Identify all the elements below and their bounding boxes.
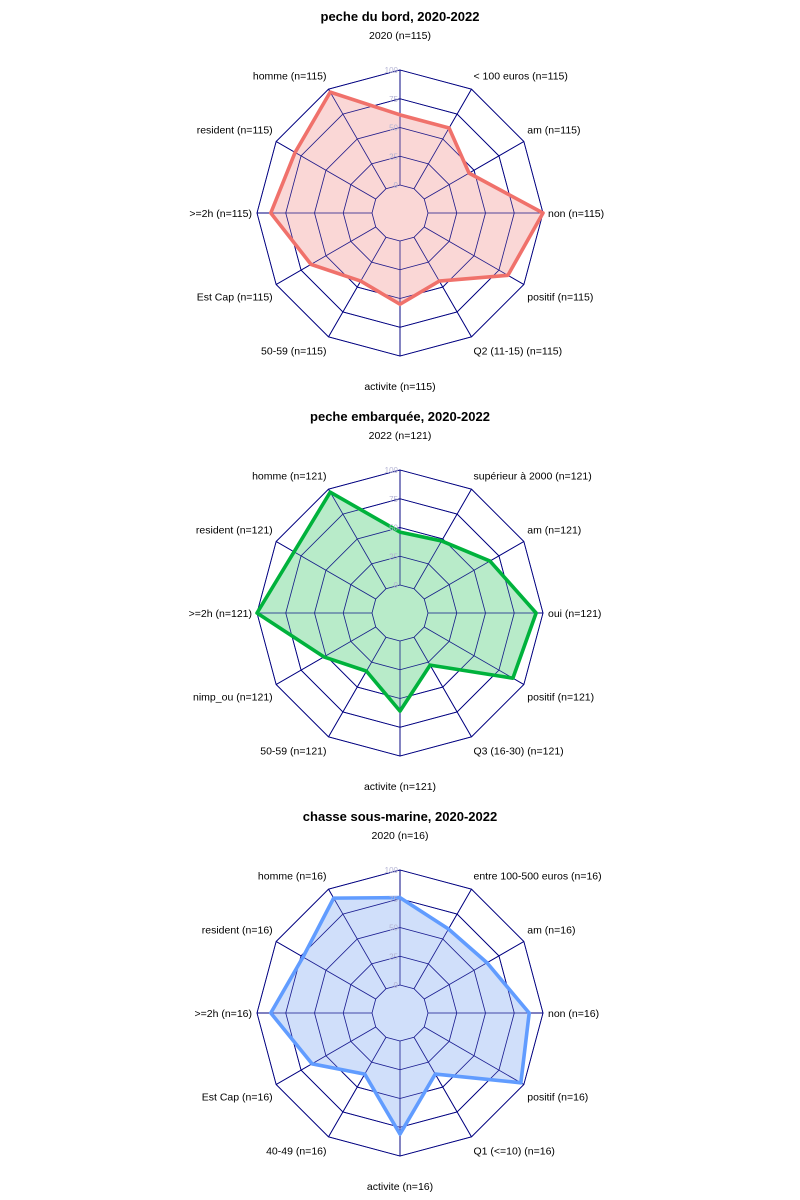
- grid-spoke-overlay: [424, 141, 525, 200]
- axis-label: positif (n=115): [527, 292, 593, 304]
- tick-label: 50: [389, 524, 398, 533]
- axis-label: Q3 (16-30) (n=121): [474, 745, 564, 757]
- tick-label: 0: [394, 981, 399, 990]
- axis-label: resident (n=16): [202, 925, 273, 937]
- axis-label: Est Cap (n=16): [202, 1092, 273, 1104]
- tick-label: 100: [385, 66, 399, 75]
- axis-label: non (n=115): [548, 208, 604, 220]
- axis-label: >=2h (n=115): [189, 208, 252, 220]
- axis-label: entre 100-500 euros (n=16): [474, 871, 602, 883]
- grid-spoke-overlay: [413, 488, 472, 589]
- grid-spoke-overlay: [328, 488, 387, 589]
- chart-title: peche embarquée, 2020-2022: [310, 409, 490, 424]
- grid-spoke-overlay: [275, 1026, 376, 1085]
- grid-spoke-overlay: [328, 1037, 387, 1138]
- tick-label: 0: [394, 581, 399, 590]
- tick-label: 75: [389, 895, 398, 904]
- tick-label: 50: [389, 124, 398, 133]
- grid-spoke-overlay: [413, 637, 472, 738]
- chart-title: peche du bord, 2020-2022: [321, 9, 480, 24]
- axis-label: >=2h (n=16): [194, 1008, 252, 1020]
- grid-spoke-overlay: [328, 237, 387, 338]
- axis-label: positif (n=16): [527, 1092, 588, 1104]
- grid-spoke-overlay: [424, 626, 525, 685]
- series-area: [270, 897, 530, 1135]
- grid-spoke-overlay: [413, 237, 472, 338]
- tick-label: 75: [389, 495, 398, 504]
- tick-label: 25: [389, 552, 398, 561]
- grid-spoke-overlay: [424, 541, 525, 600]
- series-line: [268, 90, 545, 307]
- radar-chart-3: chasse sous-marine, 2020-2022 0 25 50 75 100 2…: [194, 809, 602, 1193]
- grid-spoke-overlay: [328, 637, 387, 738]
- axis-label: homme (n=115): [253, 71, 327, 83]
- tick-label: 100: [385, 466, 399, 475]
- axis-label: 50-59 (n=121): [260, 745, 326, 757]
- axis-label: positif (n=121): [527, 692, 594, 704]
- axis-label: non (n=16): [548, 1008, 599, 1020]
- radar-panel-1: peche du bord, 2020-2022 0 25 50 75 100 2020 (…: [0, 0, 800, 400]
- axis-label: nimp_ou (n=121): [193, 692, 273, 704]
- tick-label: 100: [385, 866, 399, 875]
- axis-label: am (n=121): [527, 525, 581, 537]
- axis-label: homme (n=16): [258, 871, 327, 883]
- tick-label: 75: [389, 95, 398, 104]
- tick-label: 25: [389, 952, 398, 961]
- grid-spoke-overlay: [413, 88, 472, 189]
- axis-label: activite (n=115): [364, 381, 435, 393]
- axis-label: oui (n=121): [548, 608, 601, 620]
- axis-label: 2020 (n=115): [369, 30, 431, 42]
- axis-label: 2022 (n=121): [369, 430, 432, 442]
- axis-label: am (n=115): [527, 125, 580, 137]
- radar-chart-2: peche embarquée, 2020-2022 0 25 50 75 100 2022…: [189, 409, 602, 793]
- radar-panel-3: chasse sous-marine, 2020-2022 0 25 50 75 100 2…: [0, 800, 800, 1200]
- axis-label: activite (n=16): [367, 1181, 433, 1193]
- axis-label: Est Cap (n=115): [197, 292, 273, 304]
- tick-label: 25: [389, 152, 398, 161]
- axis-label: Q1 (<=10) (n=16): [474, 1145, 555, 1157]
- axis-label: resident (n=115): [197, 125, 273, 137]
- radar-chart-1: peche du bord, 2020-2022 0 25 50 75 100 2020 (…: [189, 9, 604, 393]
- grid-spoke-overlay: [328, 888, 387, 989]
- radar-panel-2: peche embarquée, 2020-2022 0 25 50 75 100 2022…: [0, 400, 800, 800]
- axis-label: 40-49 (n=16): [266, 1145, 326, 1157]
- tick-label: 50: [389, 924, 398, 933]
- grid-spoke-overlay: [275, 941, 376, 1000]
- axis-label: 50-59 (n=115): [261, 345, 326, 357]
- grid-spoke-overlay: [275, 141, 376, 200]
- axis-label: homme (n=121): [252, 471, 326, 483]
- radar-grid-overlay: [256, 69, 544, 357]
- grid-spoke-overlay: [328, 88, 387, 189]
- chart-title: chasse sous-marine, 2020-2022: [303, 809, 497, 824]
- axis-label: < 100 euros (n=115): [474, 71, 568, 83]
- series-line: [268, 895, 532, 1136]
- axis-label: Q2 (11-15) (n=115): [474, 345, 563, 357]
- series-line: [255, 490, 538, 713]
- grid-spoke-overlay: [424, 1026, 525, 1085]
- axis-label: 2020 (n=16): [372, 830, 429, 842]
- grid-spoke-overlay: [413, 1037, 472, 1138]
- axis-label: >=2h (n=121): [189, 608, 252, 620]
- grid-spoke-overlay: [275, 226, 376, 285]
- axis-label: supérieur à 2000 (n=121): [474, 471, 592, 483]
- axis-label: resident (n=121): [196, 525, 273, 537]
- radar-grid-overlay: [256, 869, 544, 1157]
- axis-label: am (n=16): [527, 925, 575, 937]
- grid-spoke-overlay: [424, 941, 525, 1000]
- tick-label: 0: [394, 181, 399, 190]
- grid-spoke-overlay: [413, 888, 472, 989]
- axis-label: activite (n=121): [364, 781, 436, 793]
